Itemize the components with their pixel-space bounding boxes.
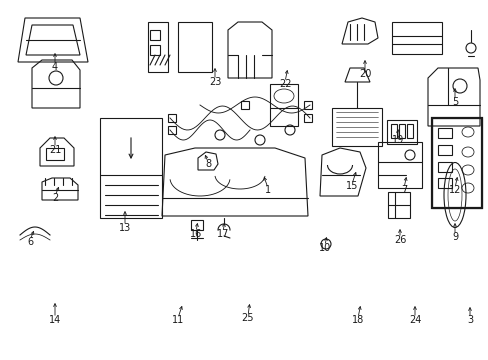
Text: 19: 19 bbox=[391, 135, 403, 145]
Text: 18: 18 bbox=[351, 315, 364, 325]
Bar bbox=[437, 128, 451, 138]
Bar bbox=[191, 220, 203, 230]
Bar bbox=[377, 142, 421, 188]
Text: 8: 8 bbox=[204, 159, 211, 169]
Bar bbox=[304, 101, 311, 109]
Bar bbox=[437, 162, 451, 172]
Bar bbox=[241, 101, 248, 109]
Text: 26: 26 bbox=[393, 235, 406, 245]
Bar bbox=[331, 108, 381, 146]
Text: 22: 22 bbox=[278, 79, 291, 89]
Text: 11: 11 bbox=[171, 315, 184, 325]
Bar bbox=[150, 45, 160, 55]
Text: 3: 3 bbox=[466, 315, 472, 325]
Text: 13: 13 bbox=[119, 223, 131, 233]
Bar bbox=[431, 118, 481, 208]
Bar bbox=[406, 124, 412, 138]
Text: 15: 15 bbox=[345, 181, 357, 191]
Bar bbox=[304, 114, 311, 122]
Bar bbox=[386, 120, 416, 144]
Text: 20: 20 bbox=[358, 69, 370, 79]
Text: 10: 10 bbox=[318, 243, 330, 253]
Bar bbox=[269, 84, 297, 126]
Bar bbox=[437, 145, 451, 155]
Bar bbox=[150, 30, 160, 40]
Bar bbox=[387, 192, 409, 218]
Text: 24: 24 bbox=[408, 315, 420, 325]
Bar bbox=[168, 114, 176, 122]
Text: 21: 21 bbox=[49, 145, 61, 155]
Text: 1: 1 bbox=[264, 185, 270, 195]
Bar bbox=[398, 124, 404, 138]
Text: 5: 5 bbox=[451, 97, 457, 107]
Bar bbox=[391, 22, 441, 54]
Text: 14: 14 bbox=[49, 315, 61, 325]
Text: 6: 6 bbox=[27, 237, 33, 247]
Text: 2: 2 bbox=[52, 193, 58, 203]
Text: 23: 23 bbox=[208, 77, 221, 87]
Text: 25: 25 bbox=[241, 313, 254, 323]
Text: 4: 4 bbox=[52, 62, 58, 72]
Bar bbox=[431, 118, 481, 208]
Bar bbox=[100, 118, 162, 218]
Text: 17: 17 bbox=[216, 229, 229, 239]
Bar bbox=[168, 126, 176, 134]
Text: 12: 12 bbox=[448, 185, 460, 195]
Text: 16: 16 bbox=[189, 229, 202, 239]
Bar bbox=[390, 124, 396, 138]
Text: 9: 9 bbox=[451, 232, 457, 242]
Bar bbox=[437, 178, 451, 188]
Bar bbox=[46, 148, 64, 160]
Text: 7: 7 bbox=[400, 185, 407, 195]
